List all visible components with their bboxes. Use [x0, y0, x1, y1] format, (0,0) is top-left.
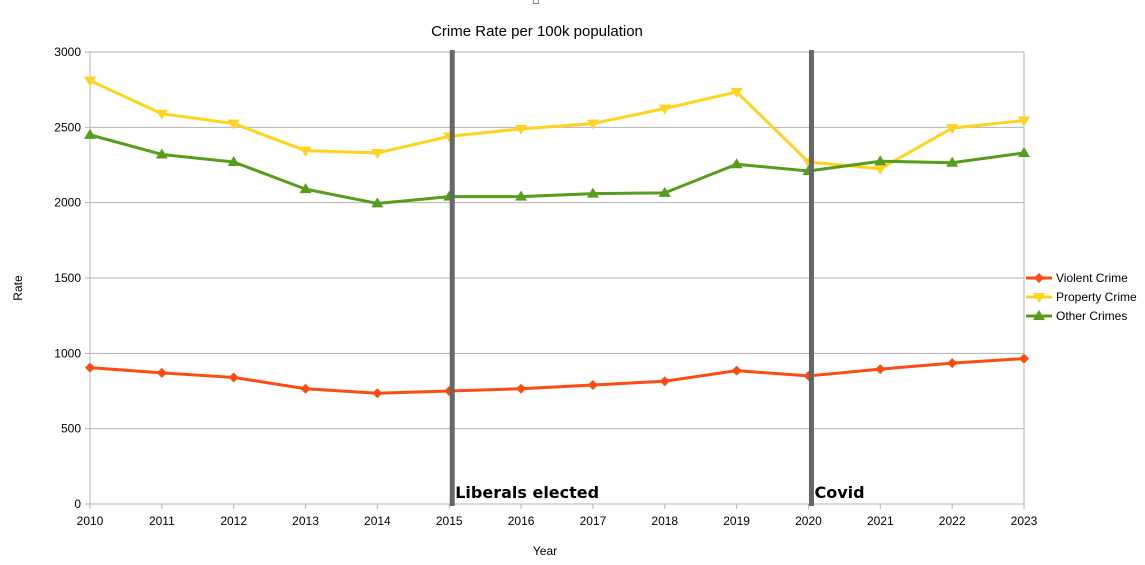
x-tick-label: 2013	[292, 514, 319, 528]
y-tick-label: 2500	[54, 120, 81, 134]
data-point	[227, 119, 240, 130]
missing-glyph-icon	[533, 0, 539, 4]
x-tick-label: 2022	[939, 514, 966, 528]
chart-title: Crime Rate per 100k population	[431, 23, 643, 40]
data-point	[515, 190, 528, 201]
legend-swatch-marker	[1033, 310, 1045, 320]
y-tick-label: 3000	[54, 45, 81, 59]
data-point	[299, 183, 312, 194]
data-point	[730, 87, 743, 98]
legend-item: Violent Crime	[1026, 271, 1128, 285]
series-other-crimes	[84, 128, 1030, 208]
data-point	[227, 155, 240, 166]
legend-swatch-marker	[1033, 293, 1045, 303]
series-line	[89, 133, 1025, 205]
y-tick-labels: 0 500 1000 1500 2000 2500 3000	[54, 45, 81, 511]
data-point	[946, 124, 959, 135]
y-tick-label: 1500	[54, 271, 81, 285]
y-tick-label: 1000	[54, 346, 81, 360]
data-point	[874, 155, 887, 166]
x-tick-label: 2011	[149, 514, 175, 528]
legend-swatch-marker	[1034, 273, 1044, 283]
data-point	[1018, 116, 1030, 127]
data-point	[156, 367, 167, 378]
data-point	[300, 383, 311, 394]
x-tick-label: 2021	[867, 514, 894, 528]
data-point	[372, 388, 383, 399]
legend-label: Other Crimes	[1056, 309, 1127, 323]
data-point	[155, 148, 168, 159]
x-tick-label: 2019	[723, 514, 750, 528]
data-point	[84, 76, 96, 87]
x-tick-label: 2012	[220, 514, 247, 528]
data-point	[84, 128, 96, 139]
data-point	[85, 362, 95, 373]
data-point	[516, 383, 527, 394]
x-axis-label: Year	[533, 544, 557, 558]
x-tick-label: 2020	[795, 514, 822, 528]
series-violent-crime	[85, 353, 1029, 399]
legend: Violent Crime Property Crime Other Crimes	[1026, 271, 1137, 323]
annotation-label: Covid	[814, 483, 864, 502]
x-tick-label: 2023	[1011, 514, 1038, 528]
grid	[85, 51, 1025, 509]
data-point	[587, 379, 598, 390]
data-point	[658, 186, 671, 197]
series-group	[84, 76, 1030, 399]
data-point	[299, 146, 312, 157]
data-point	[1019, 353, 1029, 364]
y-tick-label: 500	[61, 422, 81, 436]
x-tick-label: 2017	[580, 514, 607, 528]
x-tick-label: 2015	[436, 514, 463, 528]
y-axis-label: Rate	[11, 275, 25, 301]
legend-item: Property Crime	[1026, 290, 1137, 304]
series-line	[89, 79, 1025, 171]
data-point	[730, 158, 743, 169]
series-line	[89, 357, 1025, 395]
y-tick-label: 0	[74, 497, 81, 511]
data-point	[586, 119, 599, 130]
legend-label: Property Crime	[1056, 290, 1137, 304]
x-tick-label: 2010	[77, 514, 104, 528]
x-tick-labels: 2010 2011 2012 2013 2014 2015 2016 2017 2018 2019…	[77, 514, 1038, 528]
x-tick-label: 2018	[651, 514, 678, 528]
annotations: Liberals elected Covid	[449, 50, 865, 506]
data-point	[874, 164, 887, 175]
data-point	[515, 124, 528, 135]
data-point	[659, 376, 670, 387]
data-point	[228, 372, 239, 383]
data-point	[875, 364, 886, 375]
data-point	[155, 109, 168, 120]
data-point	[1018, 146, 1030, 157]
data-point	[371, 197, 384, 208]
data-point	[731, 365, 742, 376]
data-point	[658, 104, 671, 115]
y-tick-label: 2000	[54, 196, 81, 210]
data-point	[946, 156, 959, 167]
x-tick-label: 2016	[508, 514, 535, 528]
x-tick-label: 2014	[364, 514, 391, 528]
data-point	[371, 148, 384, 159]
legend-item: Other Crimes	[1026, 309, 1127, 323]
data-point	[947, 358, 958, 369]
annotation-label: Liberals elected	[455, 483, 599, 502]
legend-label: Violent Crime	[1056, 271, 1128, 285]
data-point	[586, 187, 599, 198]
